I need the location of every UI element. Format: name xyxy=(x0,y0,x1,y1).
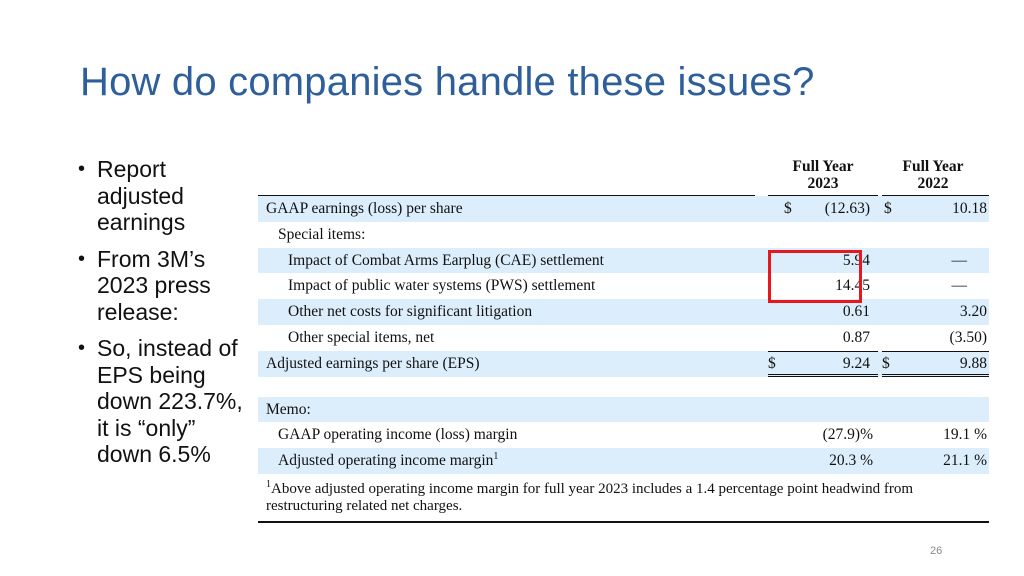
highlight-box xyxy=(768,250,862,303)
table-row: GAAP earnings (loss) per share $ (12.63)… xyxy=(258,196,989,222)
row-label: Impact of Combat Arms Earplug (CAE) sett… xyxy=(288,251,604,269)
footnote-marker: 1 xyxy=(493,451,499,463)
table-row: Memo: xyxy=(258,396,989,423)
table-row: Impact of public water systems (PWS) set… xyxy=(258,273,989,299)
table-row: Adjusted operating income margin1 20.3 %… xyxy=(258,448,989,474)
column-header-2022: Full Year 2022 xyxy=(902,158,964,192)
footnote-marker: 1 xyxy=(266,478,271,490)
footnote-text: Above adjusted operating income margin f… xyxy=(266,480,914,514)
column-header-2023: Full Year 2023 xyxy=(792,158,854,192)
table-row: Other net costs for significant litigati… xyxy=(258,299,989,325)
value-2022: 9.88 xyxy=(959,354,987,372)
currency-symbol: $ xyxy=(882,354,890,372)
row-label: Impact of public water systems (PWS) set… xyxy=(288,277,596,295)
bullet-item: From 3M’s 2023 press release: xyxy=(74,246,249,326)
value-2022: 21.1 % xyxy=(943,452,987,470)
total-double-rule xyxy=(768,373,878,377)
value-2023: 0.87 xyxy=(842,328,870,346)
value-2022: 3.20 xyxy=(959,303,987,321)
value-2023: 20.3 % xyxy=(829,452,873,470)
value-2023: (27.9)% xyxy=(822,426,873,444)
value-2022: 10.18 xyxy=(952,200,987,217)
value-2023: (12.63) xyxy=(824,200,870,217)
value-2023: 5.94 xyxy=(842,251,870,269)
spacer xyxy=(258,377,989,397)
table-row: Special items: xyxy=(258,222,989,248)
table-row: Adjusted earnings per share (EPS) $ 9.24… xyxy=(258,350,989,377)
page-number: 26 xyxy=(930,545,943,557)
value-2022: — xyxy=(951,251,968,269)
value-2022: (3.50) xyxy=(949,328,987,346)
row-label: Special items: xyxy=(278,225,366,243)
bullet-item: So, instead of EPS being down 223.7%, it… xyxy=(74,335,249,468)
value-2022: 19.1 % xyxy=(943,426,987,444)
value-2023: 0.61 xyxy=(842,303,870,321)
value-2023: 9.24 xyxy=(842,354,870,372)
currency-symbol: $ xyxy=(884,200,892,217)
table-footnote: 1Above adjusted operating income margin … xyxy=(258,474,989,521)
value-2022: — xyxy=(951,277,968,295)
bottom-rule xyxy=(258,520,989,523)
earnings-table: Full Year 2023 Full Year 2022 GAAP earni… xyxy=(258,158,989,523)
table-row: GAAP operating income (loss) margin (27.… xyxy=(258,422,989,448)
row-label: Other net costs for significant litigati… xyxy=(288,303,533,321)
subtotal-rule xyxy=(882,350,989,352)
row-label: Adjusted operating income margin1 xyxy=(278,451,499,470)
row-label: GAAP earnings (loss) per share xyxy=(266,200,463,217)
table-row: Other special items, net 0.87 (3.50) xyxy=(258,325,989,351)
currency-symbol: $ xyxy=(784,200,792,217)
row-label: GAAP operating income (loss) margin xyxy=(278,426,518,444)
currency-symbol: $ xyxy=(768,354,776,372)
table-header: Full Year 2023 Full Year 2022 xyxy=(258,158,989,197)
subtotal-rule xyxy=(768,350,878,352)
memo-label: Memo: xyxy=(266,400,311,418)
row-label: Other special items, net xyxy=(288,328,435,346)
table-row: Impact of Combat Arms Earplug (CAE) sett… xyxy=(258,247,989,274)
bullet-list: Report adjusted earnings From 3M’s 2023 … xyxy=(74,156,249,478)
bullet-item: Report adjusted earnings xyxy=(74,156,249,236)
row-label: Adjusted earnings per share (EPS) xyxy=(266,354,480,372)
slide-title: How do companies handle these issues? xyxy=(80,60,815,104)
total-double-rule xyxy=(882,373,989,377)
